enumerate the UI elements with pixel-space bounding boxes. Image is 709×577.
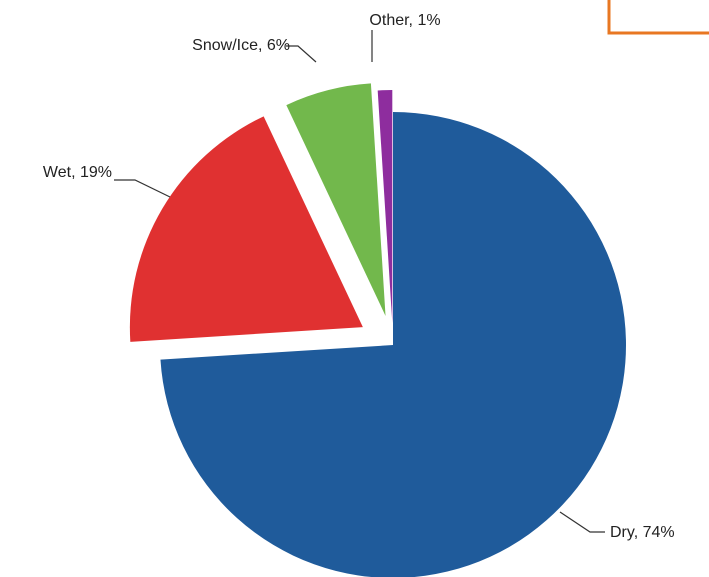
orange-frame-corner (607, 0, 709, 35)
pie-slice-snow-ice (286, 83, 386, 316)
pie-slice-wet (129, 116, 363, 342)
leader-line-wet (114, 179, 171, 198)
slice-label-other: Other, 1% (369, 12, 440, 29)
pie-slice-other (377, 90, 393, 324)
pie-slice-dry (160, 112, 626, 577)
pie-slices (129, 83, 626, 577)
leader-line-dry (559, 511, 605, 533)
leader-line-snow (286, 45, 317, 63)
pie-labels: Dry, 74% Wet, 19% Snow/Ice, 6% Other, 1% (43, 12, 675, 541)
slice-label-wet: Wet, 19% (43, 164, 112, 181)
slice-label-snow-ice: Snow/Ice, 6% (192, 37, 290, 54)
slice-label-dry: Dry, 74% (610, 524, 675, 541)
